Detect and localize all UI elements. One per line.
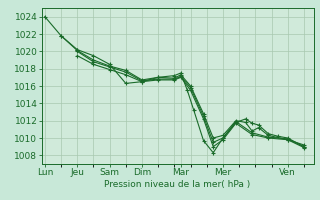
X-axis label: Pression niveau de la mer( hPa ): Pression niveau de la mer( hPa ) (104, 180, 251, 189)
